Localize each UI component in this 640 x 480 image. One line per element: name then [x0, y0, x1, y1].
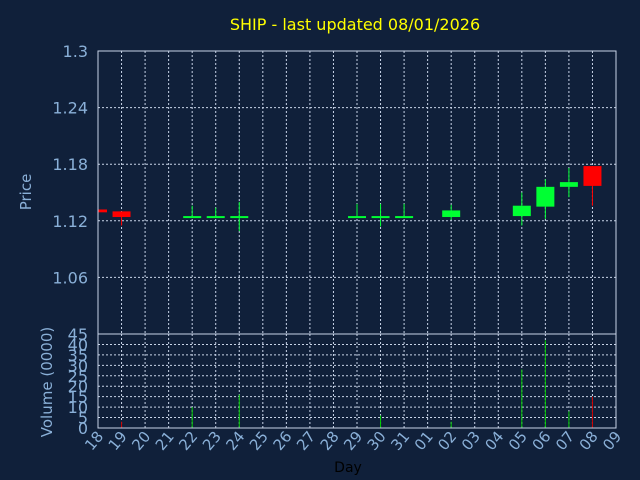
x-tick-labels: 1819202122232425262728293031010203040506…: [81, 428, 625, 454]
volume-bars: [97, 340, 593, 428]
candle-body: [512, 205, 531, 217]
price-tick-labels: 1.3 1.24 1.18 1.12 1.06: [52, 42, 88, 287]
candle-body: [112, 211, 131, 218]
candle-body: [371, 216, 390, 219]
candle-body: [395, 216, 414, 219]
x-axis-label: Day: [334, 460, 362, 476]
price-tick-label: 1.24: [52, 99, 88, 118]
volume-plot-frame: [97, 333, 617, 429]
price-axis-label: Price: [17, 174, 35, 211]
price-tick-label: 1.06: [52, 268, 88, 287]
volume-tick-label: 0: [78, 419, 88, 438]
volume-tick-label: 15: [68, 388, 88, 407]
candle-body: [230, 216, 249, 219]
candle-body: [183, 216, 202, 219]
candle-body: [442, 210, 461, 218]
volume-tick-label: 30: [68, 356, 88, 375]
candle-body: [98, 209, 107, 213]
volume-tick-label: 5: [78, 409, 88, 428]
volume-tick-label: 20: [68, 377, 88, 396]
volume-axis-label: Volume (0000): [38, 327, 56, 437]
candle-body: [536, 186, 555, 207]
volume-tick-label: 35: [68, 346, 88, 365]
candle-body: [583, 166, 602, 186]
volume-tick-label: 40: [68, 335, 88, 354]
volume-tick-label: 45: [68, 325, 88, 344]
candles: [97, 166, 602, 232]
candle-body: [559, 182, 578, 187]
volume-tick-label: 10: [68, 398, 88, 417]
price-tick-label: 1.18: [52, 155, 88, 174]
candle-body: [348, 216, 366, 219]
chart-title: SHIP - last updated 08/01/2026: [230, 15, 480, 34]
candle-body: [206, 216, 225, 219]
price-tick-label: 1.12: [52, 212, 88, 231]
volume-tick-label: 25: [68, 367, 88, 386]
price-tick-label: 1.3: [63, 42, 88, 61]
